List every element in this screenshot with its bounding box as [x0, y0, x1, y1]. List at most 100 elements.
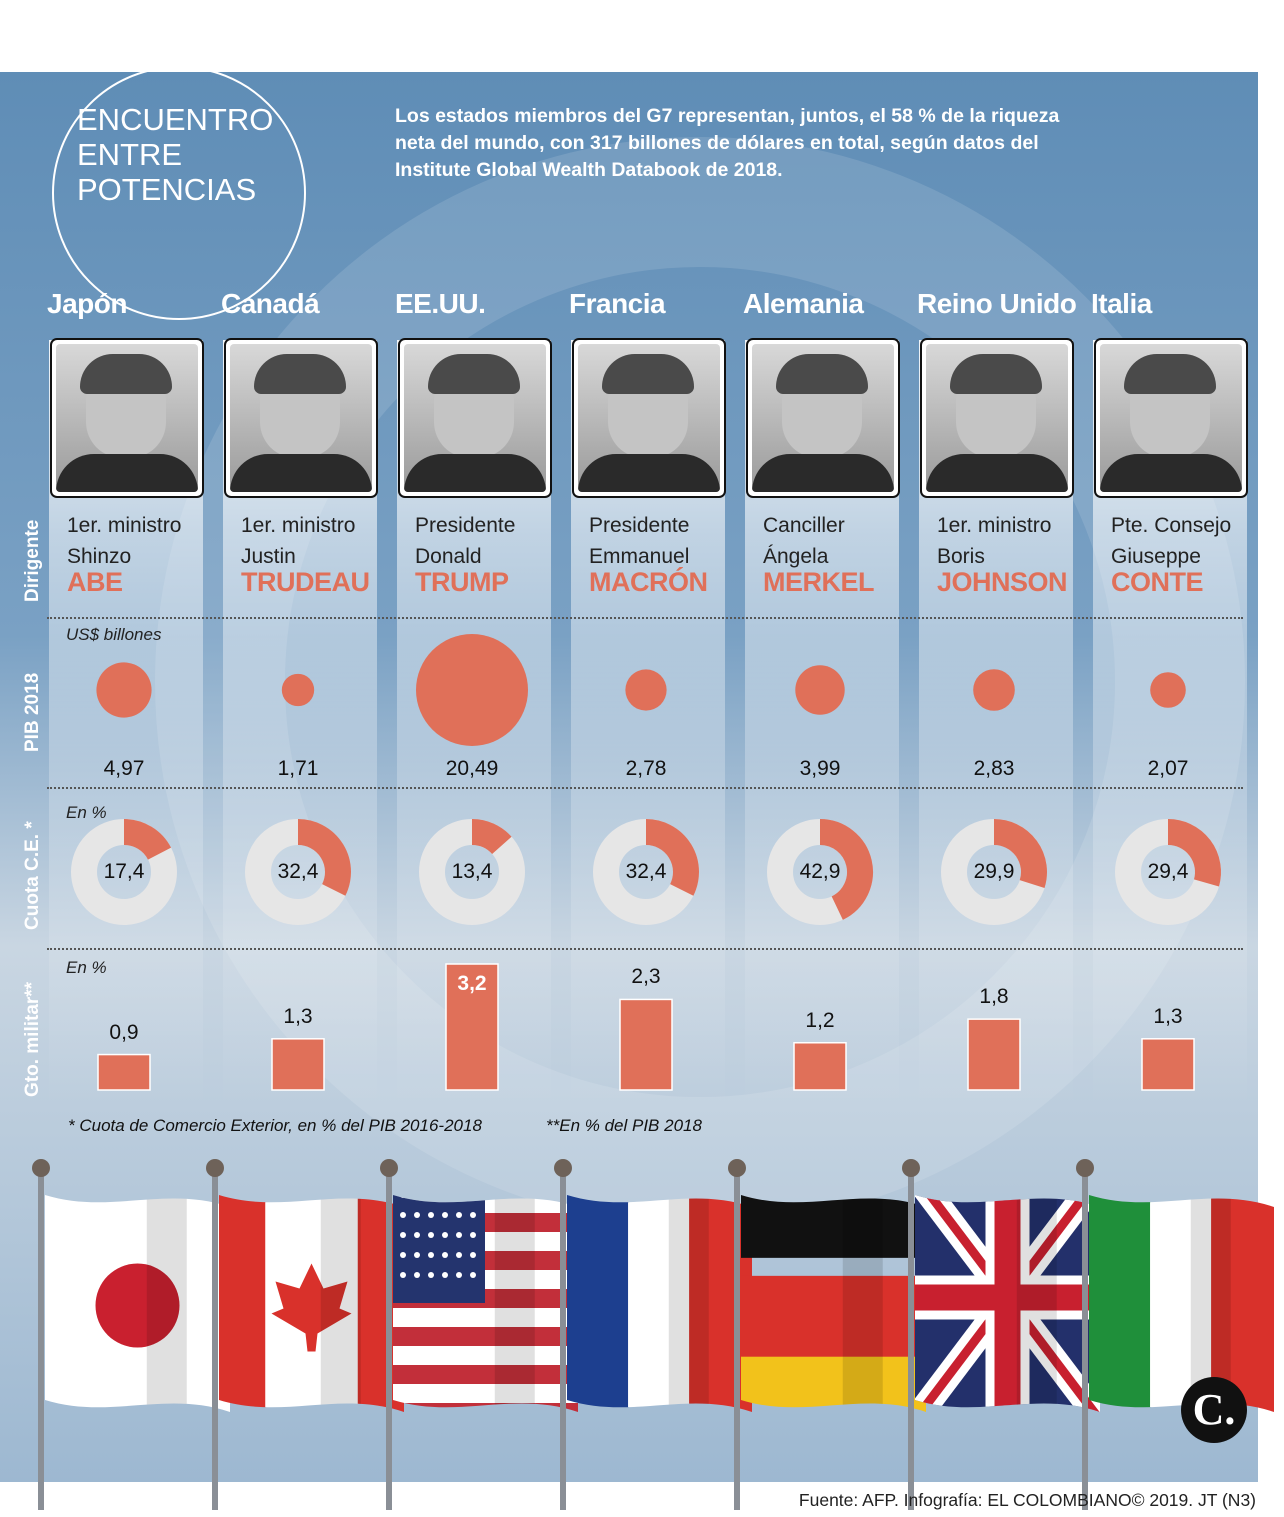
flag-pole-2 [386, 1170, 392, 1510]
military-value-label: 3,2 [457, 972, 487, 995]
gdp-value-label: 3,99 [799, 757, 841, 780]
portrait-conte-icon [1100, 344, 1242, 492]
flag-usa-star [456, 1212, 462, 1218]
leader-title: 1er. ministro Boris [937, 510, 1107, 572]
source-credit: Fuente: AFP. Infografía: EL COLOMBIANO© … [798, 1490, 1256, 1510]
flag-fold-shadow [494, 1195, 535, 1412]
title-line-3: POTENCIAS [77, 172, 257, 207]
leader-surname: MACRÓN [589, 567, 708, 597]
military-value-label: 1,3 [283, 1004, 313, 1028]
military-value-label: 1,2 [805, 1008, 835, 1032]
flag-canada-maple-leaf [271, 1263, 352, 1352]
flag-usa-stripe-0 [393, 1175, 578, 1194]
gdp-bubble-6 [1150, 672, 1186, 708]
flag-usa-stripe-9 [393, 1346, 578, 1365]
leader-role: 1er. ministro [937, 514, 1052, 537]
trade-unit: En % [66, 803, 107, 822]
leader-title: 1er. ministro Justin [241, 510, 411, 572]
military-bar-1 [271, 1038, 325, 1091]
military-bar-4 [793, 1042, 847, 1091]
flag-pole-1 [212, 1170, 218, 1510]
portrait-merkel-icon [752, 344, 894, 492]
leader-first-name: Boris [937, 545, 985, 568]
flag-usa-stripe-11 [393, 1384, 578, 1403]
portrait-suit [404, 454, 546, 492]
military-value-label: 1,8 [979, 985, 1009, 1009]
portrait-hair [80, 354, 172, 394]
flag-italy [1089, 1195, 1274, 1412]
trade-donut-arc-3 [645, 819, 699, 896]
trade-value-label: 42,9 [799, 860, 841, 883]
portrait-suit [578, 454, 720, 492]
leader-first-name: Emmanuel [589, 545, 690, 568]
flag-italy-band-2 [1211, 1195, 1274, 1412]
portrait-hair [254, 354, 346, 394]
flag-usa-stripe-10 [393, 1365, 578, 1384]
flag-italy-band-1 [1150, 1195, 1213, 1412]
military-value-label: 0,9 [109, 1020, 139, 1044]
flag-usa-star [428, 1212, 434, 1218]
trade-value-label: 32,4 [625, 860, 667, 883]
flag-usa-stripe-8 [393, 1327, 578, 1346]
flag-japan-sun [95, 1263, 180, 1348]
flag-pole-4 [734, 1170, 740, 1510]
flag-usa-star [414, 1212, 420, 1218]
flag-usa-stripe-12 [393, 1403, 578, 1412]
portrait-macron-icon [578, 344, 720, 492]
gdp-unit: US$ billones [66, 625, 162, 644]
portrait-hair [776, 354, 868, 394]
flag-pole-finial-1 [206, 1159, 224, 1177]
gdp-bubble-1 [281, 673, 315, 707]
flag-uk-cross-red-h [915, 1284, 1100, 1311]
country-name: Japón [47, 288, 127, 319]
flag-pole-finial-2 [380, 1159, 398, 1177]
flag-canada-band-0 [219, 1195, 267, 1412]
flag-usa-star [442, 1252, 448, 1258]
trade-donut-arc-6 [1167, 819, 1221, 887]
flag-pole-finial-6 [1076, 1159, 1094, 1177]
flag-usa-star [456, 1195, 462, 1198]
flag-usa-star [470, 1252, 476, 1258]
country-name: Canadá [221, 288, 320, 319]
flag-usa-star [428, 1232, 434, 1238]
flag-usa-star [400, 1252, 406, 1258]
country-name: Alemania [743, 288, 864, 319]
flag-usa-star [442, 1212, 448, 1218]
leader-surname: JOHNSON [937, 567, 1068, 597]
flag-usa-star [456, 1232, 462, 1238]
flag-fold-shadow [1016, 1195, 1057, 1412]
flag-france-band-0 [567, 1195, 630, 1412]
flag-usa [393, 1175, 578, 1412]
gdp-value-label: 4,97 [103, 757, 145, 780]
flag-usa-star [470, 1232, 476, 1238]
flag-usa-star [456, 1252, 462, 1258]
footnote-trade: * Cuota de Comercio Exterior, en % del P… [68, 1116, 482, 1135]
leader-role: Pte. Consejo [1111, 514, 1232, 537]
leader-photo [50, 338, 204, 498]
leader-role: 1er. ministro [67, 514, 182, 537]
portrait-suit [56, 454, 198, 492]
leader-photo [1094, 338, 1248, 498]
flag-pole-finial-3 [554, 1159, 572, 1177]
portrait-hair [950, 354, 1042, 394]
flag-usa-star [442, 1232, 448, 1238]
country-name: Francia [569, 288, 666, 319]
flag-usa-star [470, 1272, 476, 1278]
country-name: Reino Unido [917, 288, 1077, 319]
leader-title: Pte. Consejo Giuseppe [1111, 510, 1281, 572]
flag-usa-star [414, 1232, 420, 1238]
gdp-bubble-5 [973, 669, 1015, 711]
flag-usa-star [442, 1272, 448, 1278]
military-bar-6 [1141, 1038, 1195, 1091]
gdp-bubble-2 [416, 634, 528, 746]
gdp-value-label: 2,78 [625, 757, 667, 780]
trade-value-label: 13,4 [451, 860, 493, 883]
row-divider [47, 787, 1243, 789]
military-bar-3 [619, 998, 673, 1091]
portrait-trump-icon [404, 344, 546, 492]
flag-germany [741, 1195, 926, 1412]
leader-surname: CONTE [1111, 567, 1204, 597]
flag-usa-star [400, 1272, 406, 1278]
flag-pole-3 [560, 1170, 566, 1510]
